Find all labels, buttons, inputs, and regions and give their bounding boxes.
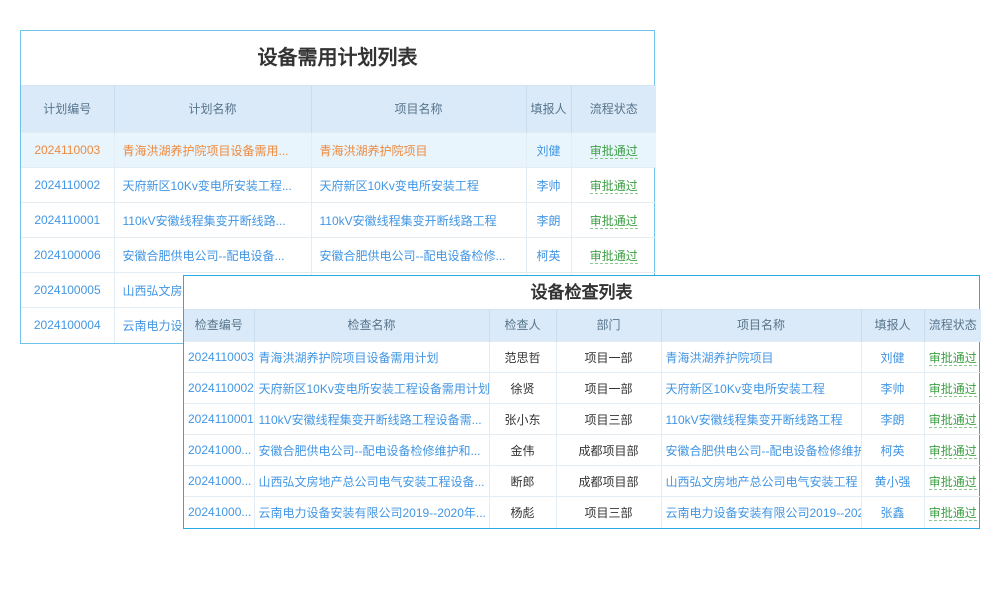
reporter-link[interactable]: 柯英 <box>536 248 561 263</box>
plan-table-panel: 设备需用计划列表 计划编号 计划名称 项目名称 填报人 流程状态 2024110… <box>20 30 656 344</box>
inspect-table: 检查编号 检查名称 检查人 部门 项目名称 填报人 流程状态 202411000… <box>184 309 981 528</box>
project-name-link[interactable]: 110kV安徽线程集变开断线路工程 <box>665 412 843 427</box>
reporter-link[interactable]: 李朗 <box>880 412 905 427</box>
status-link[interactable]: 审批通过 <box>589 213 638 229</box>
status-link[interactable]: 审批通过 <box>928 412 977 428</box>
department-name: 项目三部 <box>584 505 633 520</box>
project-name-link[interactable]: 安徽合肥供电公司--配电设备检修... <box>319 248 506 263</box>
reporter-link[interactable]: 刘健 <box>536 143 561 158</box>
plan-name-link[interactable]: 天府新区10Kv变电所安装工程... <box>122 178 292 193</box>
status-link[interactable]: 审批通过 <box>589 248 638 264</box>
inspect-id-link[interactable]: 20241000... <box>188 474 252 488</box>
col-header-plan-id: 计划编号 <box>21 85 115 133</box>
plan-id-link[interactable]: 2024110003 <box>34 143 101 157</box>
plan-table-title: 设备需用计划列表 <box>257 47 418 69</box>
department-name: 项目一部 <box>584 350 633 365</box>
table-row[interactable]: 20241000... 安徽合肥供电公司--配电设备检修维护和... 金伟 成都… <box>184 434 981 466</box>
inspect-id-link[interactable]: 2024110002 <box>188 381 254 395</box>
status-link[interactable]: 审批通过 <box>589 178 638 194</box>
inspect-name-link[interactable]: 安徽合肥供电公司--配电设备检修维护和... <box>258 443 481 458</box>
project-name-link[interactable]: 安徽合肥供电公司--配电设备检修维护... <box>665 443 861 458</box>
inspect-name-link[interactable]: 云南电力设备安装有限公司2019--2020年... <box>258 505 486 520</box>
project-name-link[interactable]: 天府新区10Kv变电所安装工程 <box>319 178 479 193</box>
project-name-link[interactable]: 山西弘文房地产总公司电气安装工程 <box>665 474 858 489</box>
plan-name-link[interactable]: 安徽合肥供电公司--配电设备... <box>122 248 285 263</box>
col-header-status: 流程状态 <box>924 309 981 342</box>
col-header-reporter: 填报人 <box>526 85 572 133</box>
plan-id-link[interactable]: 2024100004 <box>33 318 101 333</box>
status-link[interactable]: 审批通过 <box>928 381 977 397</box>
table-row[interactable]: 2024110002 天府新区10Kv变电所安装工程... 天府新区10Kv变电… <box>21 167 656 203</box>
status-link[interactable]: 审批通过 <box>928 443 977 459</box>
col-header-inspect-id: 检查编号 <box>184 309 255 342</box>
inspect-name-link[interactable]: 110kV安徽线程集变开断线路工程设备需... <box>258 412 482 427</box>
department-name: 成都项目部 <box>578 443 639 458</box>
inspect-table-panel: 设备检查列表 检查编号 检查名称 检查人 部门 项目名称 填报人 流程状态 20… <box>183 275 981 529</box>
plan-table-header-row: 计划编号 计划名称 项目名称 填报人 流程状态 <box>21 85 656 133</box>
status-link[interactable]: 审批通过 <box>928 350 977 366</box>
table-row[interactable]: 2024110003 青海洪湖养护院项目设备需用... 青海洪湖养护院项目 刘健… <box>21 132 656 168</box>
inspect-table-title: 设备检查列表 <box>530 283 633 302</box>
table-row[interactable]: 2024110002 天府新区10Kv变电所安装工程设备需用计划 徐贤 项目一部… <box>184 372 981 404</box>
inspect-id-link[interactable]: 2024110001 <box>188 412 254 426</box>
inspect-name-link[interactable]: 青海洪湖养护院项目设备需用计划 <box>258 350 439 365</box>
inspector-name: 断郎 <box>510 474 535 489</box>
department-name: 项目三部 <box>584 412 633 427</box>
project-name-link[interactable]: 天府新区10Kv变电所安装工程 <box>665 381 825 396</box>
reporter-link[interactable]: 张鑫 <box>880 505 905 520</box>
inspector-name: 徐贤 <box>510 381 535 396</box>
col-header-plan-name: 计划名称 <box>114 85 312 133</box>
col-header-inspector: 检查人 <box>489 309 557 342</box>
plan-name-link[interactable]: 110kV安徽线程集变开断线路... <box>122 213 286 228</box>
reporter-link[interactable]: 刘健 <box>880 350 905 365</box>
department-name: 成都项目部 <box>578 474 639 489</box>
inspector-name: 范思哲 <box>504 350 541 365</box>
status-link[interactable]: 审批通过 <box>589 143 638 159</box>
reporter-link[interactable]: 李帅 <box>536 178 561 193</box>
col-header-project-name: 项目名称 <box>311 85 527 133</box>
project-name-link[interactable]: 青海洪湖养护院项目 <box>665 350 774 365</box>
table-row[interactable]: 2024110001 110kV安徽线程集变开断线路工程设备需... 张小东 项… <box>184 403 981 435</box>
col-header-status: 流程状态 <box>571 85 656 133</box>
table-row[interactable]: 2024110001 110kV安徽线程集变开断线路... 110kV安徽线程集… <box>21 202 656 238</box>
status-link[interactable]: 审批通过 <box>928 505 977 521</box>
table-row[interactable]: 2024110003 青海洪湖养护院项目设备需用计划 范思哲 项目一部 青海洪湖… <box>184 341 981 373</box>
inspector-name: 金伟 <box>510 443 535 458</box>
col-header-inspect-name: 检查名称 <box>254 309 490 342</box>
table-row[interactable]: 20241000... 云南电力设备安装有限公司2019--2020年... 杨… <box>184 496 981 528</box>
inspect-id-link[interactable]: 2024110003 <box>188 350 254 364</box>
inspect-table-header-row: 检查编号 检查名称 检查人 部门 项目名称 填报人 流程状态 <box>184 309 981 342</box>
plan-id-link[interactable]: 2024100006 <box>33 248 101 262</box>
project-name-link[interactable]: 110kV安徽线程集变开断线路工程 <box>319 213 497 228</box>
plan-id-link[interactable]: 2024110002 <box>34 178 101 192</box>
plan-id-link[interactable]: 2024110001 <box>34 213 101 227</box>
project-name-link[interactable]: 云南电力设备安装有限公司2019--202... <box>665 505 861 520</box>
inspect-name-link[interactable]: 山西弘文房地产总公司电气安装工程设备... <box>258 474 485 489</box>
col-header-department: 部门 <box>556 309 662 342</box>
table-row[interactable]: 2024100006 安徽合肥供电公司--配电设备... 安徽合肥供电公司--配… <box>21 237 656 273</box>
plan-name-link[interactable]: 青海洪湖养护院项目设备需用... <box>122 143 289 158</box>
table-row[interactable]: 20241000... 山西弘文房地产总公司电气安装工程设备... 断郎 成都项… <box>184 465 981 497</box>
plan-id-link[interactable]: 2024100005 <box>33 283 101 297</box>
inspect-id-link[interactable]: 20241000... <box>188 505 252 520</box>
reporter-link[interactable]: 黄小强 <box>874 474 911 489</box>
status-link[interactable]: 审批通过 <box>928 474 977 490</box>
inspect-name-link[interactable]: 天府新区10Kv变电所安装工程设备需用计划 <box>258 381 489 396</box>
project-name-link[interactable]: 青海洪湖养护院项目 <box>319 143 428 158</box>
reporter-link[interactable]: 李朗 <box>536 213 561 228</box>
department-name: 项目一部 <box>584 381 633 396</box>
inspector-name: 杨彪 <box>510 505 535 520</box>
col-header-reporter: 填报人 <box>861 309 925 342</box>
col-header-project-name: 项目名称 <box>661 309 862 342</box>
inspect-id-link[interactable]: 20241000... <box>188 443 252 457</box>
plan-name-link[interactable]: 云南电力设 <box>122 318 183 333</box>
inspector-name: 张小东 <box>504 412 541 427</box>
reporter-link[interactable]: 柯英 <box>880 443 905 458</box>
reporter-link[interactable]: 李帅 <box>880 381 905 396</box>
plan-name-link[interactable]: 山西弘文房 <box>122 283 183 298</box>
